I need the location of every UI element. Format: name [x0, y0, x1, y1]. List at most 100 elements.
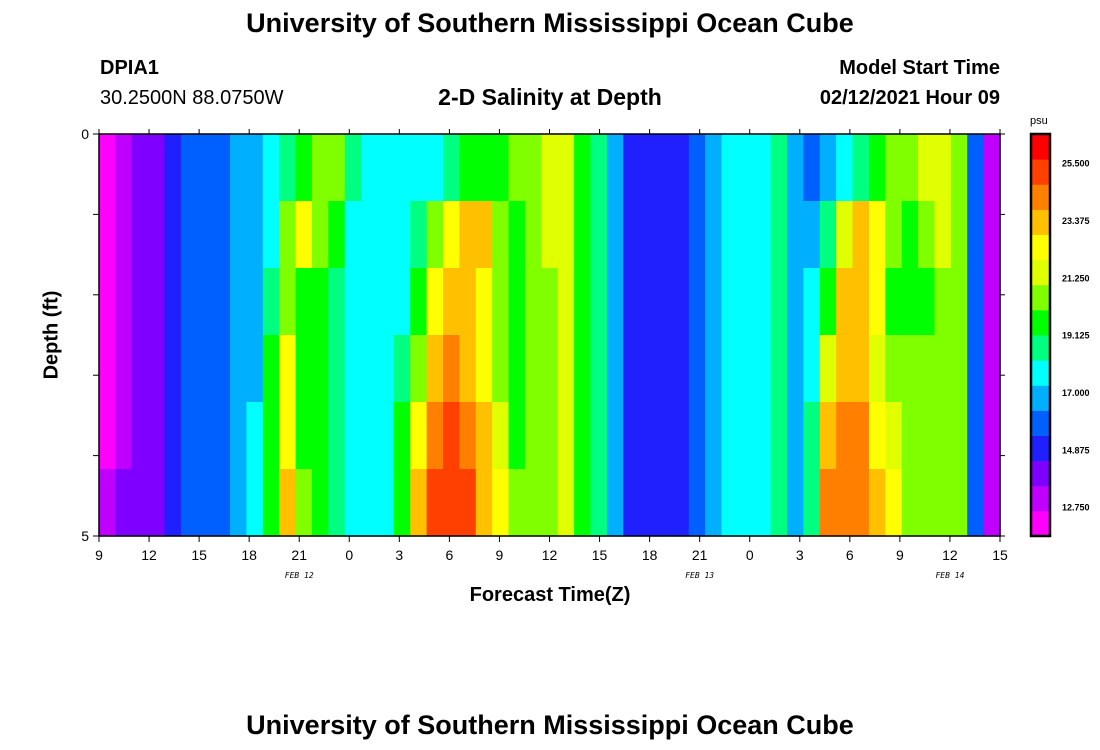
heatmap-cell: [983, 201, 1001, 269]
heatmap-cell: [672, 201, 690, 269]
heatmap-cell: [787, 268, 805, 336]
heatmap-cell: [377, 201, 395, 269]
heatmap-cell: [164, 201, 182, 269]
heatmap-cell: [262, 402, 280, 470]
heatmap-cell: [524, 402, 542, 470]
x-tick-label: 9: [896, 547, 904, 563]
heatmap-cell: [279, 268, 297, 336]
heatmap-cell: [590, 469, 608, 537]
heatmap-cell: [639, 335, 657, 403]
heatmap-cell: [918, 335, 936, 403]
heatmap-cell: [672, 402, 690, 470]
heatmap-cell: [557, 402, 575, 470]
bottom-title: University of Southern Mississippi Ocean…: [246, 710, 854, 740]
heatmap-cell: [99, 469, 116, 537]
heatmap-cell: [606, 134, 624, 202]
station-id: DPIA1: [100, 57, 159, 79]
colorbar-segment: [1031, 234, 1050, 261]
heatmap-cell: [787, 335, 805, 403]
heatmap-cell: [950, 469, 968, 537]
colorbar-unit: psu: [1030, 115, 1048, 127]
chart-title: 2-D Salinity at Depth: [438, 84, 662, 110]
heatmap-cell: [737, 134, 755, 202]
heatmap-cell: [246, 402, 264, 470]
heatmap-cell: [492, 201, 510, 269]
heatmap-cell: [901, 268, 919, 336]
x-axis-ticks: 9 12 15 18 21 0 3 6 9 12 15 18 21 0 3 6 9 12 15 FEB 12 FEB 1…: [95, 129, 1008, 580]
heatmap-cell: [770, 268, 788, 336]
heatmap-cell: [672, 134, 690, 202]
heatmap-cell: [508, 134, 526, 202]
x-tick-label: 3: [796, 547, 804, 563]
heatmap-cell: [770, 469, 788, 537]
heatmap-cell: [148, 469, 166, 537]
heatmap-cell: [803, 402, 821, 470]
heatmap-cell: [508, 201, 526, 269]
colorbar-segment: [1031, 360, 1050, 386]
heatmap-cell: [983, 268, 1001, 336]
heatmap-cell: [377, 335, 395, 403]
heatmap-cell: [574, 268, 592, 336]
heatmap-cell: [574, 134, 592, 202]
heatmap-cell: [754, 268, 772, 336]
heatmap-cell: [443, 469, 460, 537]
top-title: University of Southern Mississippi Ocean…: [246, 8, 854, 38]
heatmap-cell: [754, 335, 772, 403]
heatmap-cell: [606, 335, 624, 403]
heatmap-cell: [557, 134, 575, 202]
heatmap-cell: [443, 335, 460, 403]
heatmap-cell: [475, 469, 493, 537]
heatmap-cell: [443, 134, 460, 202]
x-tick-label: 12: [542, 547, 558, 563]
heatmap-cell: [295, 134, 313, 202]
heatmap-cell: [148, 134, 166, 202]
model-start-value: 02/12/2021 Hour 09: [819, 87, 1000, 109]
heatmap-cell: [197, 469, 215, 537]
heatmap-cell: [983, 134, 1001, 202]
heatmap-cell: [770, 335, 788, 403]
heatmap-cell: [803, 469, 821, 537]
heatmap-cell: [623, 268, 641, 336]
heatmap-cell: [230, 335, 248, 403]
heatmap-cell: [410, 402, 428, 470]
heatmap-cell: [541, 134, 559, 202]
colorbar-frame: [1029, 132, 1052, 538]
heatmap-cell: [311, 201, 329, 269]
heatmap-cell: [983, 402, 1001, 470]
heatmap-cell: [393, 402, 411, 470]
heatmap-cell: [213, 134, 231, 202]
heatmap-cell: [426, 335, 444, 403]
heatmap-cell: [655, 201, 673, 269]
heatmap-cell: [115, 469, 133, 537]
heatmap-cell: [459, 469, 477, 537]
x-tick-label: 15: [992, 547, 1008, 563]
heatmap-cell: [131, 469, 149, 537]
heatmap-cell: [99, 402, 116, 470]
x-tick-label: 9: [95, 547, 103, 563]
heatmap-cell: [934, 335, 952, 403]
heatmap-cell: [639, 402, 657, 470]
heatmap-cell: [557, 469, 575, 537]
heatmap-cell: [475, 402, 493, 470]
heatmap-cell: [524, 134, 542, 202]
heatmap-cell: [99, 335, 116, 403]
colorbar-segment: [1031, 385, 1050, 411]
heatmap-cell: [426, 268, 444, 336]
heatmap-cell: [279, 402, 297, 470]
heatmap-cell: [836, 201, 854, 269]
colorbar-segment: [1031, 159, 1050, 185]
heatmap-cell: [246, 201, 264, 269]
heatmap-cell: [99, 134, 116, 202]
heatmap-cell: [197, 134, 215, 202]
heatmap-cell: [393, 469, 411, 537]
heatmap-cell: [213, 469, 231, 537]
heatmap-cell: [164, 268, 182, 336]
heatmap-cell: [131, 134, 149, 202]
heatmap-cell: [475, 268, 493, 336]
heatmap-cell: [901, 134, 919, 202]
heatmap-cell: [311, 268, 329, 336]
x-tick-label: 21: [692, 547, 708, 563]
heatmap-cell: [492, 402, 510, 470]
heatmap-cell: [230, 134, 248, 202]
heatmap-cell: [950, 402, 968, 470]
